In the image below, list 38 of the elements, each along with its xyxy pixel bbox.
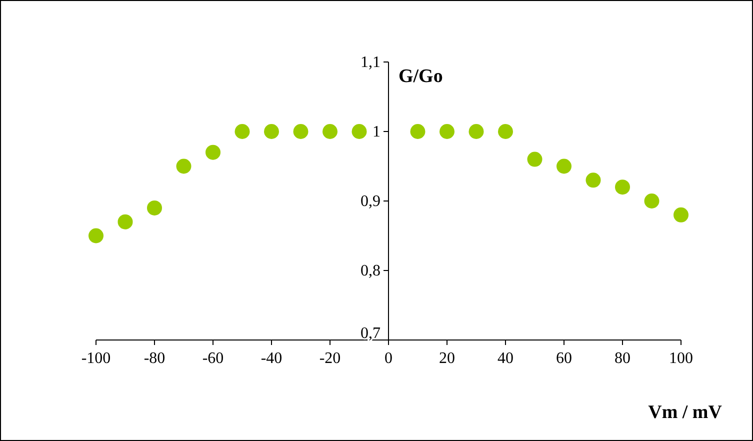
point	[88, 228, 104, 244]
point	[615, 180, 630, 195]
point	[234, 124, 250, 139]
point	[498, 124, 513, 139]
x-tick-label: 0	[384, 350, 392, 367]
x-tick-label: -80	[144, 350, 166, 367]
point	[322, 124, 338, 139]
point	[410, 124, 426, 139]
point	[556, 158, 572, 174]
x-axis-title: Vm / mV	[648, 402, 722, 423]
point	[586, 172, 601, 188]
x-tick-label: -100	[81, 350, 111, 367]
x-tick-label: 60	[556, 350, 572, 367]
point	[118, 214, 133, 230]
point	[176, 158, 192, 174]
point	[527, 152, 542, 167]
point	[147, 200, 162, 216]
y-tick-label: 0,8	[360, 262, 380, 280]
x-tick-label: 80	[614, 350, 630, 367]
x-tick-label: -60	[202, 350, 224, 367]
x-tick-label: 20	[439, 350, 455, 367]
y-tick-label: 0,9	[360, 193, 380, 210]
y-tick-label: 0,7	[360, 325, 380, 342]
point	[674, 207, 688, 222]
point	[468, 124, 484, 139]
x-tick-label: -20	[319, 350, 341, 367]
x-tick-label: -40	[260, 350, 282, 367]
point	[264, 124, 279, 139]
point	[644, 194, 660, 208]
y-tick-label: 1,1	[360, 54, 380, 71]
x-tick-label: 40	[498, 350, 514, 367]
x-tick-label: 100	[669, 350, 693, 367]
point	[440, 124, 454, 139]
point	[352, 124, 367, 139]
y-tick-label: 1	[372, 124, 380, 140]
y-axis-title: G/Go	[398, 66, 443, 87]
point	[293, 124, 308, 139]
point	[206, 144, 220, 160]
